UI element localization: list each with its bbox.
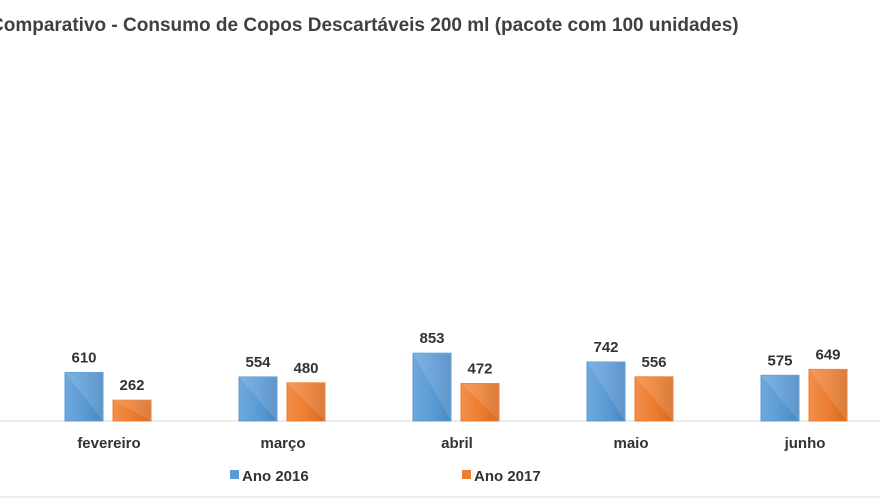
bar-ano-2017-fevereiro (112, 399, 152, 422)
data-label-ano-2016-maio: 742 (593, 339, 618, 356)
legend-label-ano-2016: Ano 2016 (242, 468, 309, 485)
bar-shade-ano-2017-maio (635, 376, 673, 421)
data-label-ano-2017-fevereiro: 262 (119, 377, 144, 394)
data-label-ano-2017-abril: 472 (467, 360, 492, 377)
bar-ano-2016-maio (586, 361, 626, 422)
x-tick-label-março: março (260, 435, 305, 452)
x-tick-label-abril: abril (441, 435, 473, 452)
bar-ano-2016-junho (760, 374, 800, 422)
bar-shade-ano-2017-junho (809, 369, 847, 421)
x-tick-label-maio: maio (613, 435, 648, 452)
legend-swatch-ano-2017 (462, 470, 471, 479)
data-label-ano-2016-abril: 853 (419, 330, 444, 347)
bar-shade-ano-2017-fevereiro (113, 400, 151, 421)
data-label-ano-2017-maio: 556 (641, 354, 666, 371)
data-label-ano-2017-junho: 649 (815, 346, 840, 363)
bar-shade-ano-2016-abril (413, 353, 451, 421)
bar-shade-ano-2016-junho (761, 375, 799, 421)
bar-shade-ano-2016-fevereiro (65, 372, 103, 421)
bar-ano-2016-março (238, 376, 278, 422)
bar-shade-ano-2017-março (287, 382, 325, 421)
data-label-ano-2017-março: 480 (293, 360, 318, 377)
x-tick-label-fevereiro: fevereiro (77, 435, 140, 452)
bar-shade-ano-2016-março (239, 376, 277, 421)
bar-shade-ano-2017-abril (461, 383, 499, 421)
bar-ano-2017-maio (634, 376, 674, 422)
bar-ano-2017-abril (460, 382, 500, 422)
x-tick-label-junho: junho (784, 435, 826, 452)
bar-ano-2017-junho (808, 368, 848, 422)
bar-shade-ano-2016-maio (587, 362, 625, 421)
bar-ano-2017-março (286, 382, 326, 422)
bar-ano-2016-abril (412, 352, 452, 422)
data-label-ano-2016-março: 554 (245, 354, 271, 371)
chart-title: Comparativo - Consumo de Copos Descartáv… (0, 15, 739, 36)
bar-ano-2016-fevereiro (64, 372, 104, 422)
data-label-ano-2016-junho: 575 (767, 352, 792, 369)
data-label-ano-2016-fevereiro: 610 (71, 350, 96, 367)
legend-label-ano-2017: Ano 2017 (474, 468, 541, 485)
legend-swatch-ano-2016 (230, 470, 239, 479)
